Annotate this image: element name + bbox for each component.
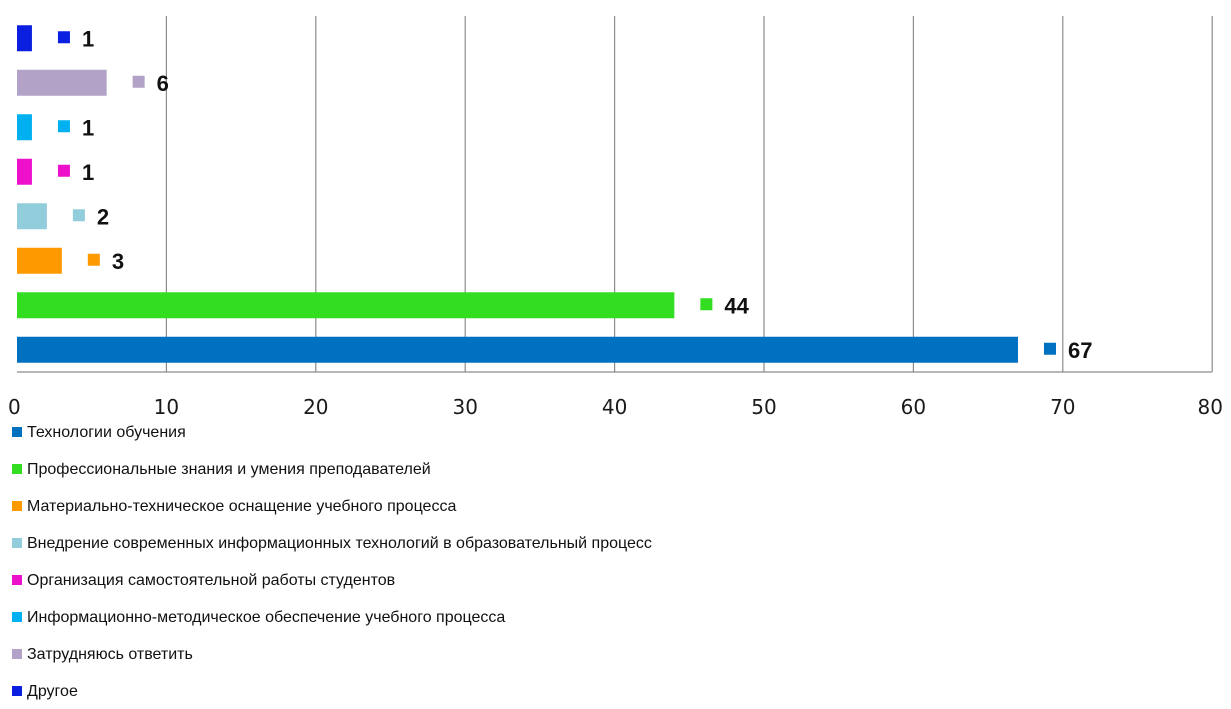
x-tick-label-70: 70 bbox=[1050, 395, 1075, 419]
legend-label-5: Организация самостоятельной работы студе… bbox=[27, 572, 395, 589]
data-label-4: 2 bbox=[97, 204, 109, 229]
data-label-3: 3 bbox=[112, 249, 124, 274]
legend-swatch-4 bbox=[12, 538, 22, 548]
legend-label-6: Информационно-методическое обеспечение у… bbox=[27, 609, 505, 626]
legend-label-3: Материально-техническое оснащение учебно… bbox=[27, 498, 456, 515]
x-tick-label-10: 10 bbox=[154, 395, 179, 419]
legend-label-4: Внедрение современных информационных тех… bbox=[27, 535, 652, 552]
data-label-2: 44 bbox=[724, 293, 749, 318]
x-axis: 0 10 20 30 40 50 60 70 80 bbox=[8, 371, 1223, 419]
bar-7 bbox=[17, 69, 107, 96]
legend-label-1: Технологии обучения bbox=[27, 424, 186, 441]
bar-2 bbox=[17, 292, 675, 319]
bar-label-marker-6 bbox=[57, 120, 70, 133]
bar-6 bbox=[17, 114, 32, 141]
legend-swatch-8 bbox=[12, 686, 22, 696]
bar-8 bbox=[17, 25, 32, 52]
legend: Технологии обучения Профессиональные знан… bbox=[12, 424, 652, 700]
legend-label-7: Затрудняюсь ответить bbox=[27, 646, 193, 663]
data-label-8: 1 bbox=[82, 26, 94, 51]
legend-swatch-6 bbox=[12, 612, 22, 622]
x-tick-label-60: 60 bbox=[901, 395, 926, 419]
bar-label-marker-5 bbox=[57, 164, 70, 177]
legend-swatch-2 bbox=[12, 464, 22, 474]
bar-label-marker-8 bbox=[57, 31, 70, 44]
bar-label-marker-2 bbox=[700, 298, 713, 311]
x-tick-label-80: 80 bbox=[1198, 395, 1223, 419]
x-tick-label-30: 30 bbox=[452, 395, 477, 419]
legend-swatch-3 bbox=[12, 501, 22, 511]
legend-swatch-7 bbox=[12, 649, 22, 659]
bar-label-marker-4 bbox=[72, 209, 85, 222]
bar-1 bbox=[17, 336, 1018, 363]
data-label-1: 67 bbox=[1068, 338, 1092, 363]
legend-swatch-5 bbox=[12, 575, 22, 585]
data-label-6: 1 bbox=[82, 115, 94, 140]
bars bbox=[17, 25, 1056, 363]
bar-4 bbox=[17, 203, 47, 230]
data-label-7: 6 bbox=[157, 71, 169, 96]
bar-label-marker-3 bbox=[87, 253, 100, 266]
bar-label-marker-1 bbox=[1043, 342, 1056, 355]
bar-label-marker-7 bbox=[132, 75, 145, 88]
legend-label-2: Профессиональные знания и умения препода… bbox=[27, 461, 431, 478]
legend-swatch-1 bbox=[12, 427, 22, 437]
legend-label-8: Другое bbox=[27, 683, 78, 700]
gridlines bbox=[165, 16, 1213, 372]
bar-3 bbox=[17, 247, 62, 274]
bar-5 bbox=[17, 158, 32, 185]
x-tick-label-40: 40 bbox=[602, 395, 627, 419]
x-tick-label-0: 0 bbox=[8, 395, 21, 419]
x-tick-label-50: 50 bbox=[751, 395, 776, 419]
x-tick-label-20: 20 bbox=[303, 395, 328, 419]
data-label-5: 1 bbox=[82, 160, 94, 185]
